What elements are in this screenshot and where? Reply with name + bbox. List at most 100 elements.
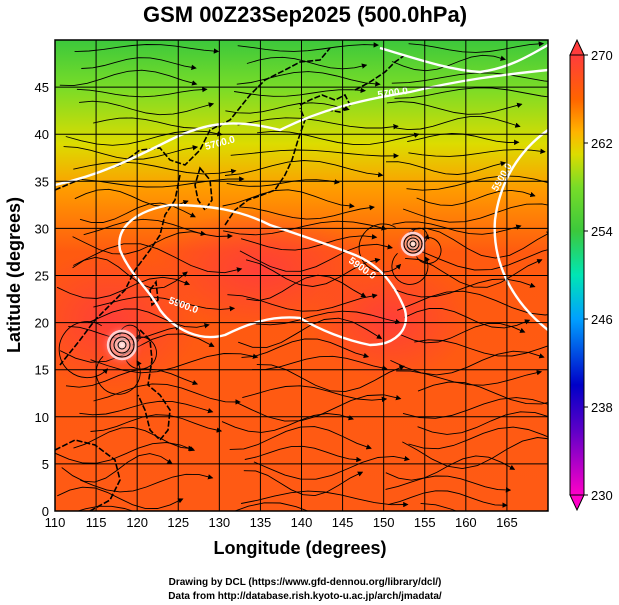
typhoon-streamline: [58, 321, 109, 379]
typhoon-streamline: [391, 252, 430, 285]
y-axis-title: Latitude (degrees): [4, 197, 24, 353]
typhoon-core-west: [100, 323, 144, 367]
x-tick-label: 130: [208, 515, 230, 530]
y-tick-label: 40: [35, 127, 49, 142]
typhoon-streamline: [358, 223, 402, 273]
y-tick-label: 0: [42, 504, 49, 519]
coast-korea: [194, 166, 213, 212]
typhoon-rings: [109, 234, 423, 358]
contour-5700-northeast: [379, 43, 548, 74]
contour-5700-north: [55, 68, 548, 187]
streamline: [65, 130, 223, 146]
colorbar-tick-label: 238: [591, 400, 613, 415]
x-tick-label: 125: [167, 515, 189, 530]
colorbar-tick-label: 270: [591, 48, 613, 63]
streamline: [234, 394, 402, 422]
streamline: [392, 221, 522, 235]
colorbar-tick-label: 254: [591, 224, 613, 239]
streamline: [238, 317, 383, 348]
streamline: [386, 101, 523, 115]
streamline: [408, 148, 546, 157]
streamline: [239, 205, 375, 220]
y-tick-label: 20: [35, 316, 49, 331]
contour-label-5700-north: 5700.0: [377, 86, 409, 101]
streamline: [221, 413, 354, 433]
x-tick-label: 150: [373, 515, 395, 530]
streamline: [402, 436, 548, 470]
coast-sakhalin-kuril: [354, 54, 406, 91]
coast-taiwan: [149, 279, 159, 307]
credit-drawing: Drawing by DCL (https://www.gfd-dennou.o…: [169, 577, 442, 588]
x-tick-label: 160: [455, 515, 477, 530]
streamline: [417, 411, 548, 435]
streamline: [226, 179, 340, 187]
streamline: [406, 175, 548, 191]
streamline: [61, 453, 173, 483]
streamline: [388, 490, 508, 508]
streamline: [256, 364, 405, 393]
streamline: [93, 383, 241, 405]
colorbar-tick-label: 262: [591, 136, 613, 151]
streamline: [394, 87, 548, 99]
typhoon-core-east: [397, 228, 429, 260]
streamline: [81, 176, 245, 188]
streamline: [245, 257, 381, 287]
streamline: [229, 426, 372, 450]
streamline: [385, 161, 507, 175]
coast-philippines: [137, 329, 171, 442]
streamline: [227, 293, 378, 312]
plot-area: 5700.0 5700.0 5900.0 5900.0 5900.0: [55, 40, 548, 511]
streamline: [240, 234, 378, 251]
streamline: [385, 475, 512, 493]
y-tick-label: 35: [35, 174, 49, 189]
colorbar-bottom-arrow: [569, 494, 585, 512]
streamline: [74, 44, 220, 54]
streamline: [396, 370, 543, 386]
y-tick-label: 10: [35, 410, 49, 425]
streamline: [237, 42, 379, 52]
y-tick-label: 5: [42, 457, 49, 472]
colorbar-body: [569, 54, 585, 496]
streamline: [83, 218, 233, 239]
coast-borneo: [55, 439, 121, 511]
streamline: [79, 400, 214, 416]
streamline: [414, 339, 548, 357]
streamline: [390, 350, 545, 376]
lat-lon-grid: [55, 40, 548, 511]
x-tick-label: 110: [45, 515, 66, 530]
colorbar: 270 262 254 246 238 230: [569, 38, 613, 512]
x-tick-label: 145: [332, 515, 354, 530]
streamline: [80, 473, 214, 493]
contour-5900-subtropical-high: [118, 203, 408, 347]
y-tick-label: 15: [35, 363, 49, 378]
streamline: [57, 486, 184, 509]
y-tick-label: 25: [35, 269, 49, 284]
streamline: [255, 310, 401, 326]
streamline: [79, 100, 215, 116]
streamline: [408, 426, 548, 450]
streamline: [55, 442, 196, 464]
streamline: [225, 102, 350, 114]
streamline: [392, 278, 536, 298]
streamline: [401, 323, 526, 344]
streamline: [395, 116, 521, 131]
streamline: [90, 414, 223, 433]
streamline: [72, 230, 207, 255]
typhoon-streamline: [416, 234, 442, 264]
x-axis-title: Longitude (degrees): [213, 538, 386, 558]
x-tick-label: 135: [250, 515, 272, 530]
x-tick-label: 165: [496, 515, 518, 530]
x-tick-label: 155: [414, 515, 436, 530]
streamline: [59, 69, 198, 87]
x-tick-label: 140: [291, 515, 313, 530]
y-tick-label: 30: [35, 221, 49, 236]
streamline: [237, 117, 399, 130]
streamline: [73, 161, 237, 175]
streamline: [222, 189, 355, 209]
streamline: [93, 296, 236, 312]
streamline: [90, 353, 259, 374]
colorbar-tick-label: 246: [591, 312, 613, 327]
streamline: [76, 86, 208, 98]
x-axis-ticks: 110 115 120 125 130 135 140 145 150 155 160 165: [45, 515, 518, 530]
streamline: [72, 256, 188, 289]
